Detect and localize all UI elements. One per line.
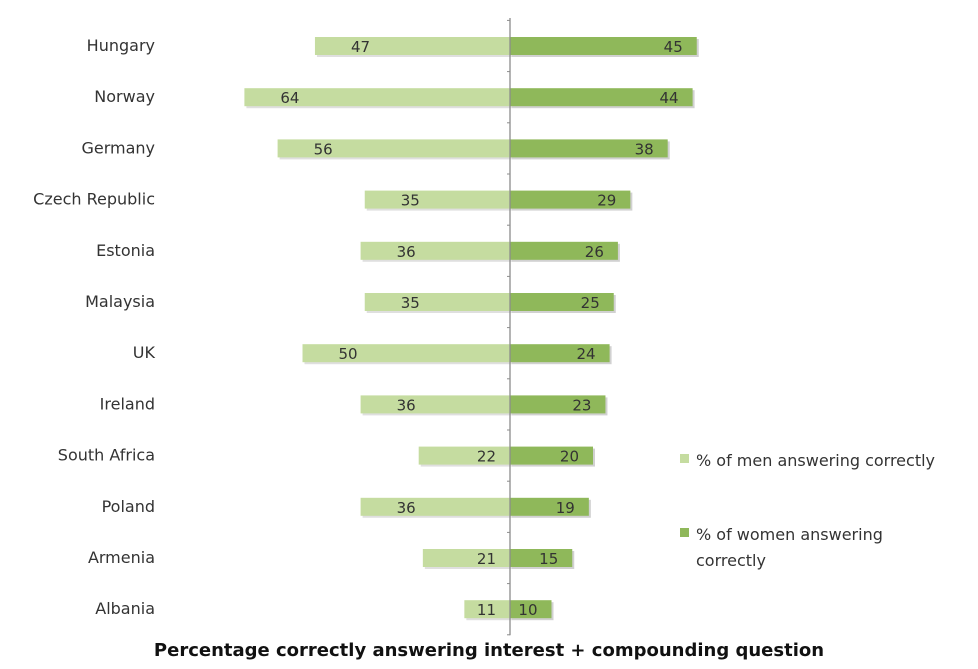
women-value-label: 19 (556, 499, 575, 517)
women-value-label: 44 (660, 89, 679, 107)
men-value-label: 35 (401, 192, 420, 210)
women-value-label: 15 (539, 550, 558, 568)
men-value-label: 50 (339, 345, 358, 363)
category-label: Malaysia (85, 292, 155, 311)
women-value-label: 20 (560, 448, 579, 466)
women-value-label: 45 (664, 38, 683, 56)
men-bar (244, 88, 510, 107)
men-bar (277, 139, 510, 158)
category-label: Albania (95, 599, 155, 618)
men-bar (464, 600, 510, 619)
men-bar (360, 241, 510, 260)
men-value-label: 47 (351, 38, 370, 56)
category-label: Czech Republic (33, 190, 155, 209)
category-label: Norway (94, 87, 155, 106)
women-bar (510, 88, 693, 107)
women-value-label: 10 (518, 601, 537, 619)
category-label: Estonia (96, 241, 155, 260)
women-value-label: 24 (577, 345, 596, 363)
women-value-label: 23 (572, 396, 591, 414)
men-value-label: 36 (397, 396, 416, 414)
men-value-label: 36 (397, 499, 416, 517)
category-label: South Africa (58, 446, 155, 465)
women-bar (510, 190, 631, 209)
women-bar (510, 241, 618, 260)
category-label: Armenia (88, 548, 155, 567)
women-bar (510, 293, 614, 311)
men-bar (360, 497, 510, 516)
women-value-label: 38 (635, 140, 654, 158)
women-bar (510, 549, 573, 567)
women-value-label: 26 (585, 243, 604, 261)
women-bar (510, 600, 552, 619)
men-value-label: 22 (477, 448, 496, 466)
women-bar (510, 344, 610, 363)
women-bar (510, 139, 668, 158)
men-bar (364, 190, 510, 209)
men-bar (422, 549, 510, 567)
men-bar (302, 344, 510, 363)
men-bar (364, 293, 510, 311)
men-value-label: 11 (477, 601, 496, 619)
category-label: Germany (81, 138, 155, 157)
women-bar (510, 37, 697, 55)
men-value-label: 21 (477, 550, 496, 568)
women-bar (510, 395, 606, 414)
category-label: Hungary (87, 36, 155, 55)
men-bar (360, 395, 510, 414)
legend-label: % of men answering correctly (696, 451, 935, 470)
men-bar (418, 446, 510, 465)
men-value-label: 35 (401, 294, 420, 312)
men-value-label: 64 (280, 89, 299, 107)
women-value-label: 25 (581, 294, 600, 312)
x-axis-title: Percentage correctly answering interest … (154, 640, 824, 661)
legend-swatch (680, 528, 689, 537)
category-label: UK (133, 343, 156, 362)
category-label: Poland (102, 497, 155, 516)
legend-label: correctly (696, 551, 766, 570)
legend-label: % of women answering (696, 525, 883, 544)
legend-swatch (680, 454, 689, 463)
men-bar (314, 37, 510, 55)
category-label: Ireland (100, 394, 155, 413)
women-bar (510, 497, 589, 516)
women-bar (510, 446, 593, 465)
women-value-label: 29 (597, 192, 616, 210)
men-value-label: 36 (397, 243, 416, 261)
men-value-label: 56 (314, 140, 333, 158)
